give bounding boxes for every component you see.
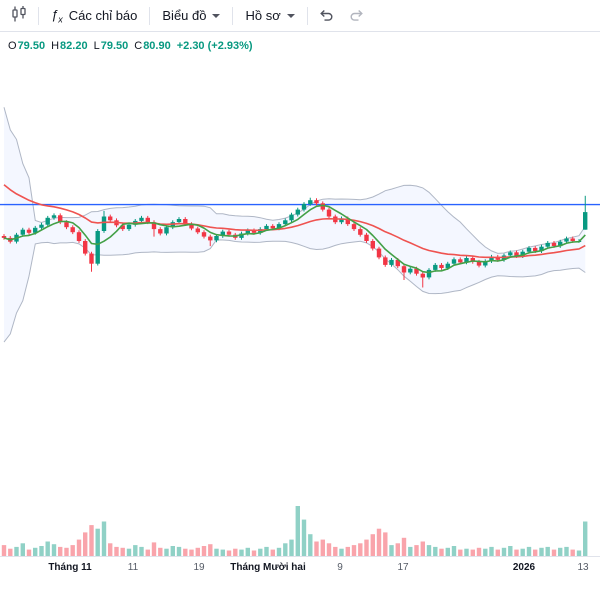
- time-axis-label: 11: [127, 562, 139, 573]
- time-axis-label: 9: [337, 562, 343, 573]
- toolbar-separator: [232, 6, 234, 25]
- redo-icon: [348, 7, 365, 25]
- time-axis-label: 17: [397, 562, 409, 573]
- ohlc-legend: O79.50 H82.20 L79.50 C80.90 +2.30 (+2.93%): [8, 39, 253, 53]
- time-axis-label: Tháng Mười hai: [230, 562, 306, 573]
- time-axis-label: 19: [193, 562, 205, 573]
- indicators-button-label: Các chỉ báo: [68, 8, 138, 23]
- high-label: H: [51, 40, 60, 52]
- open-value: 79.50: [17, 40, 46, 52]
- high-value: 82.20: [60, 40, 88, 52]
- fx-indicators-icon: ƒx: [51, 6, 63, 25]
- toolbar-separator: [306, 6, 308, 25]
- chart-menu-button[interactable]: Biểu đồ: [154, 3, 228, 29]
- toolbar-separator: [38, 6, 39, 25]
- low-value: 79.50: [100, 40, 129, 52]
- time-axis-label: Tháng 11: [48, 562, 92, 573]
- chevron-down-icon: [212, 14, 221, 18]
- close-label: C: [134, 40, 143, 52]
- low-label: L: [93, 40, 100, 52]
- toolbar-separator: [149, 6, 151, 25]
- time-axis-label: 2026: [512, 562, 536, 573]
- chart-type-candles-button[interactable]: [4, 3, 34, 29]
- chart-toolbar: ƒx Các chỉ báo Biểu đồ Hồ sơ: [0, 0, 600, 32]
- candlestick-chart-icon: [10, 5, 28, 26]
- chevron-down-icon: [286, 14, 295, 18]
- time-axis[interactable]: Tháng 11 11 19 Tháng Mười hai 9 17 2026 13: [0, 556, 600, 579]
- open-label: O: [8, 40, 17, 52]
- time-axis-label: 13: [577, 562, 589, 573]
- indicators-button[interactable]: ƒx Các chỉ báo: [43, 3, 145, 29]
- undo-button[interactable]: [312, 3, 341, 29]
- change-value: +2.30 (+2.93%): [176, 40, 253, 52]
- profile-menu-button[interactable]: Hồ sơ: [237, 3, 302, 29]
- undo-icon: [318, 7, 335, 25]
- chart-menu-label: Biểu đồ: [162, 8, 207, 23]
- close-value: 80.90: [143, 40, 171, 52]
- redo-button[interactable]: [342, 3, 371, 29]
- profile-menu-label: Hồ sơ: [245, 8, 281, 23]
